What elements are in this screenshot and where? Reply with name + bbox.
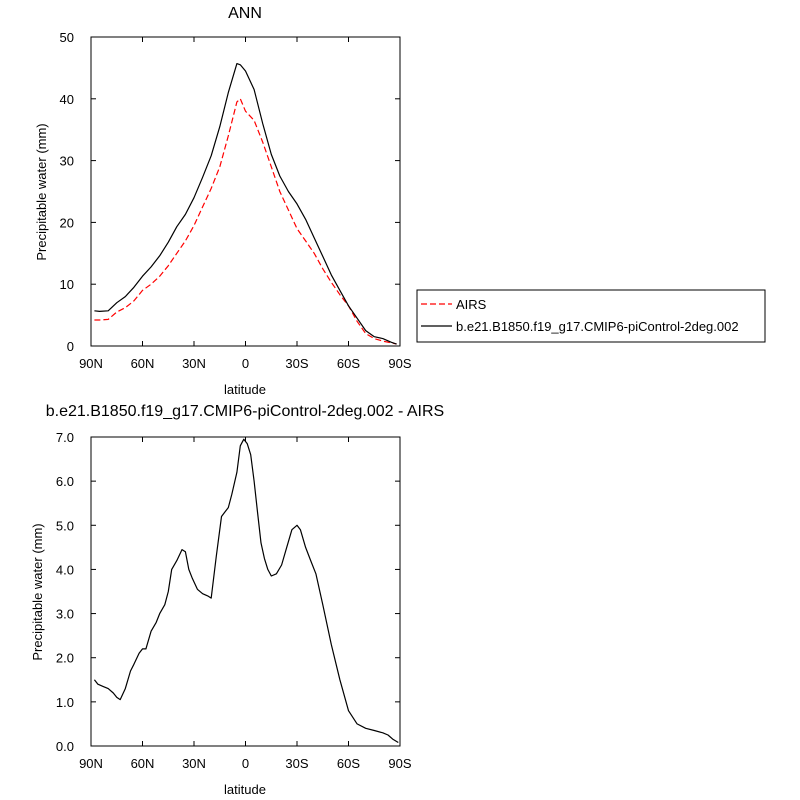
- top-chart-ylabel: Precipitable water (mm): [34, 123, 49, 260]
- bottom-chart-series: [93, 438, 399, 744]
- bottom-chart-title: b.e21.B1850.f19_g17.CMIP6-piControl-2deg…: [46, 403, 444, 420]
- bottom-x-tick-label: 0: [242, 756, 249, 771]
- top-chart-frame: [90, 36, 401, 347]
- legend-box: [416, 289, 766, 343]
- bottom-y-tick-label: 1.0: [56, 695, 74, 710]
- top-y-tick-label: 40: [60, 92, 74, 107]
- top-chart-panel: ANN Precipitable water (mm) latitude 90N…: [34, 5, 412, 397]
- bottom-y-tick-label: 7.0: [56, 430, 74, 445]
- bottom-y-tick-label: 3.0: [56, 607, 74, 622]
- bottom-x-tick-label: 90S: [388, 756, 411, 771]
- bottom-x-tick-label: 90N: [79, 756, 103, 771]
- top-y-tick-label: 30: [60, 154, 74, 169]
- top-chart-xlabel: latitude: [224, 382, 266, 397]
- bottom-y-tick-label: 5.0: [56, 518, 74, 533]
- top-chart-ticks: 90N 60N 30N 0 30S 60S 90S 0 10 20 30 40 50: [60, 30, 412, 371]
- top-x-tick-label: 60N: [131, 356, 155, 371]
- bottom-chart-frame: [90, 436, 401, 747]
- top-x-tick-label: 30S: [285, 356, 308, 371]
- top-series-line-1: [94, 62, 397, 345]
- top-x-tick-label: 60S: [337, 356, 360, 371]
- top-chart-series: [94, 62, 397, 345]
- legend-label-model: b.e21.B1850.f19_g17.CMIP6-piControl-2deg…: [456, 319, 739, 334]
- bottom-y-tick-label: 0.0: [56, 739, 74, 754]
- top-x-tick-label: 90N: [79, 356, 103, 371]
- top-y-tick-label: 0: [67, 339, 74, 354]
- top-y-tick-label: 20: [60, 215, 74, 230]
- bottom-y-tick-label: 2.0: [56, 651, 74, 666]
- bottom-x-tick-label: 30S: [285, 756, 308, 771]
- bottom-chart-panel: b.e21.B1850.f19_g17.CMIP6-piControl-2deg…: [30, 403, 444, 797]
- bottom-series-line-0: [93, 438, 399, 744]
- top-series-line-0: [94, 98, 397, 345]
- bottom-chart-xlabel: latitude: [224, 782, 266, 797]
- top-x-tick-label: 30N: [182, 356, 206, 371]
- bottom-x-tick-label: 60N: [131, 756, 155, 771]
- top-chart-title: ANN: [228, 5, 262, 22]
- legend: AIRS b.e21.B1850.f19_g17.CMIP6-piControl…: [416, 289, 766, 343]
- bottom-y-tick-label: 4.0: [56, 562, 74, 577]
- bottom-x-tick-label: 30N: [182, 756, 206, 771]
- top-y-tick-label: 50: [60, 30, 74, 45]
- top-x-tick-label: 90S: [388, 356, 411, 371]
- bottom-chart-ticks: 90N 60N 30N 0 30S 60S 90S 0.0 1.0 2.0 3.0 4.0 5.0 6.0…: [56, 430, 412, 771]
- bottom-chart-ylabel: Precipitable water (mm): [30, 523, 45, 660]
- top-x-tick-label: 0: [242, 356, 249, 371]
- bottom-x-tick-label: 60S: [337, 756, 360, 771]
- legend-label-airs: AIRS: [456, 297, 487, 312]
- top-y-tick-label: 10: [60, 277, 74, 292]
- bottom-y-tick-label: 6.0: [56, 474, 74, 489]
